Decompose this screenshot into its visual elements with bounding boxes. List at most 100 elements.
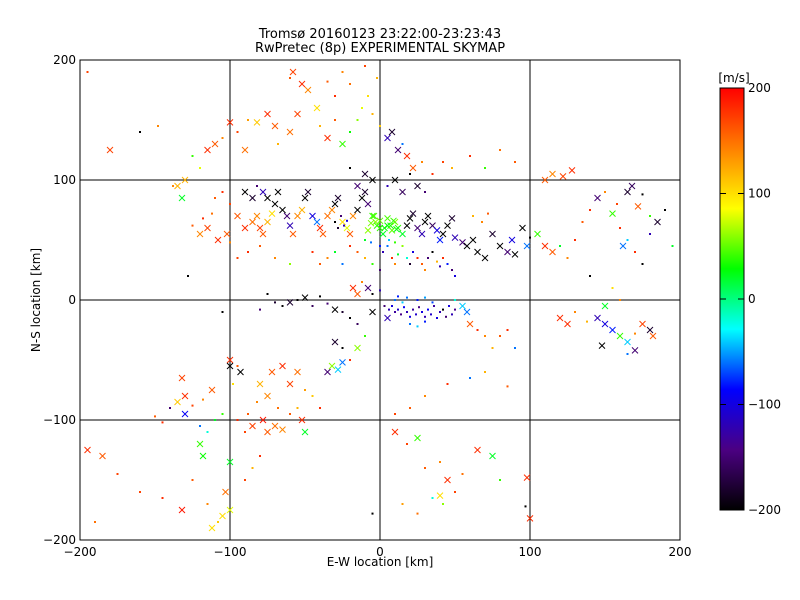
data-point-x-stroke (226, 356, 234, 364)
data-point-x-stroke (331, 338, 339, 346)
data-point-x (388, 128, 396, 136)
data-point-dot (421, 161, 423, 163)
data-point-x (354, 206, 361, 214)
data-point-x-stroke (298, 80, 306, 88)
data-point-dot (416, 325, 419, 328)
data-point-x (253, 119, 261, 126)
data-point-dot (244, 479, 246, 481)
data-point-x-stroke (349, 212, 357, 220)
data-point-dot (341, 347, 344, 349)
data-point-x (84, 446, 91, 454)
data-point-dot (311, 305, 314, 307)
data-point-x (568, 167, 576, 174)
data-point-x (204, 146, 211, 154)
data-point-x (279, 206, 286, 214)
data-point-x-stroke (448, 215, 456, 222)
data-point-dot (445, 315, 447, 318)
data-point-x (226, 458, 234, 466)
data-point-x (298, 416, 306, 424)
data-point-dot (388, 308, 390, 311)
data-point-dot (427, 257, 429, 259)
data-point-dot (199, 167, 201, 169)
data-point-dot (202, 398, 204, 401)
data-point-x-stroke (354, 206, 361, 214)
data-point-x-stroke (178, 194, 186, 202)
data-point-x-stroke (369, 308, 376, 316)
data-point-dot (403, 306, 405, 309)
data-point-dot (289, 77, 291, 79)
data-point-dot (611, 287, 614, 289)
data-point-dot (361, 107, 363, 109)
data-point-x (526, 515, 534, 522)
data-point-x-stroke (259, 416, 267, 424)
data-point-x-stroke (264, 110, 271, 118)
data-point-dot (641, 193, 644, 196)
data-point-x (301, 294, 309, 301)
data-point-dot (356, 251, 359, 253)
data-point-dot (379, 125, 381, 127)
data-point-dot (619, 227, 621, 229)
data-point-dot (337, 227, 339, 229)
data-point-x (178, 194, 186, 202)
data-point-x-stroke (264, 392, 271, 400)
data-point-x (504, 248, 511, 256)
data-point-dot (191, 479, 194, 481)
data-point-x (448, 215, 456, 222)
data-point-dot (277, 143, 279, 145)
data-point-dot (244, 431, 246, 433)
data-point-x (406, 215, 414, 222)
data-point-dot (386, 245, 389, 247)
data-point-x-stroke (619, 242, 627, 250)
data-point-x-stroke (313, 104, 321, 112)
colorbar-tick-label: 200 (748, 81, 771, 95)
data-point-x-stroke (393, 225, 400, 233)
data-point-x-stroke (541, 176, 549, 184)
data-points (84, 65, 674, 532)
data-point-dot (236, 419, 239, 421)
data-point-dot (232, 383, 234, 385)
data-point-x (301, 428, 309, 436)
data-point-x-stroke (264, 218, 271, 226)
data-point-x (451, 234, 459, 241)
data-point-x-stroke (559, 173, 567, 180)
data-point-x (259, 188, 267, 196)
data-point-x (264, 392, 271, 400)
data-point-dot (319, 263, 321, 265)
data-point-x-stroke (624, 188, 631, 196)
data-point-x-stroke (279, 426, 286, 433)
data-point-dot (406, 257, 408, 259)
data-point-x-stroke (181, 176, 189, 184)
data-point-dot (446, 263, 449, 265)
data-point-dot (451, 269, 453, 271)
data-point-x (403, 152, 411, 160)
data-point-dot (424, 395, 426, 397)
data-point-dot (671, 245, 674, 247)
data-point-dot (574, 239, 576, 241)
data-point-x (391, 176, 399, 184)
data-point-x-stroke (234, 212, 241, 220)
data-point-dot (469, 377, 471, 379)
data-point-x (354, 344, 361, 352)
data-point-dot (266, 293, 269, 295)
data-point-x (474, 446, 481, 454)
data-point-x-stroke (226, 119, 234, 126)
data-point-x (226, 362, 234, 370)
data-point-x (619, 242, 627, 250)
data-point-x (654, 218, 661, 226)
data-point-dot (161, 421, 164, 424)
data-point-dot (409, 323, 411, 325)
data-point-dot (409, 263, 411, 265)
data-point-x-stroke (301, 428, 309, 436)
data-point-x-stroke (304, 188, 312, 196)
data-point-x-stroke (349, 284, 357, 292)
data-point-x (264, 218, 271, 226)
data-point-x-stroke (388, 227, 396, 234)
data-point-x-stroke (391, 176, 399, 184)
data-point-x (204, 224, 211, 232)
data-point-dot (199, 425, 201, 427)
data-point-x-stroke (264, 194, 271, 202)
data-point-x (609, 210, 616, 217)
data-point-x-stroke (294, 110, 301, 118)
data-point-x (508, 236, 516, 244)
data-point-x (624, 188, 631, 196)
